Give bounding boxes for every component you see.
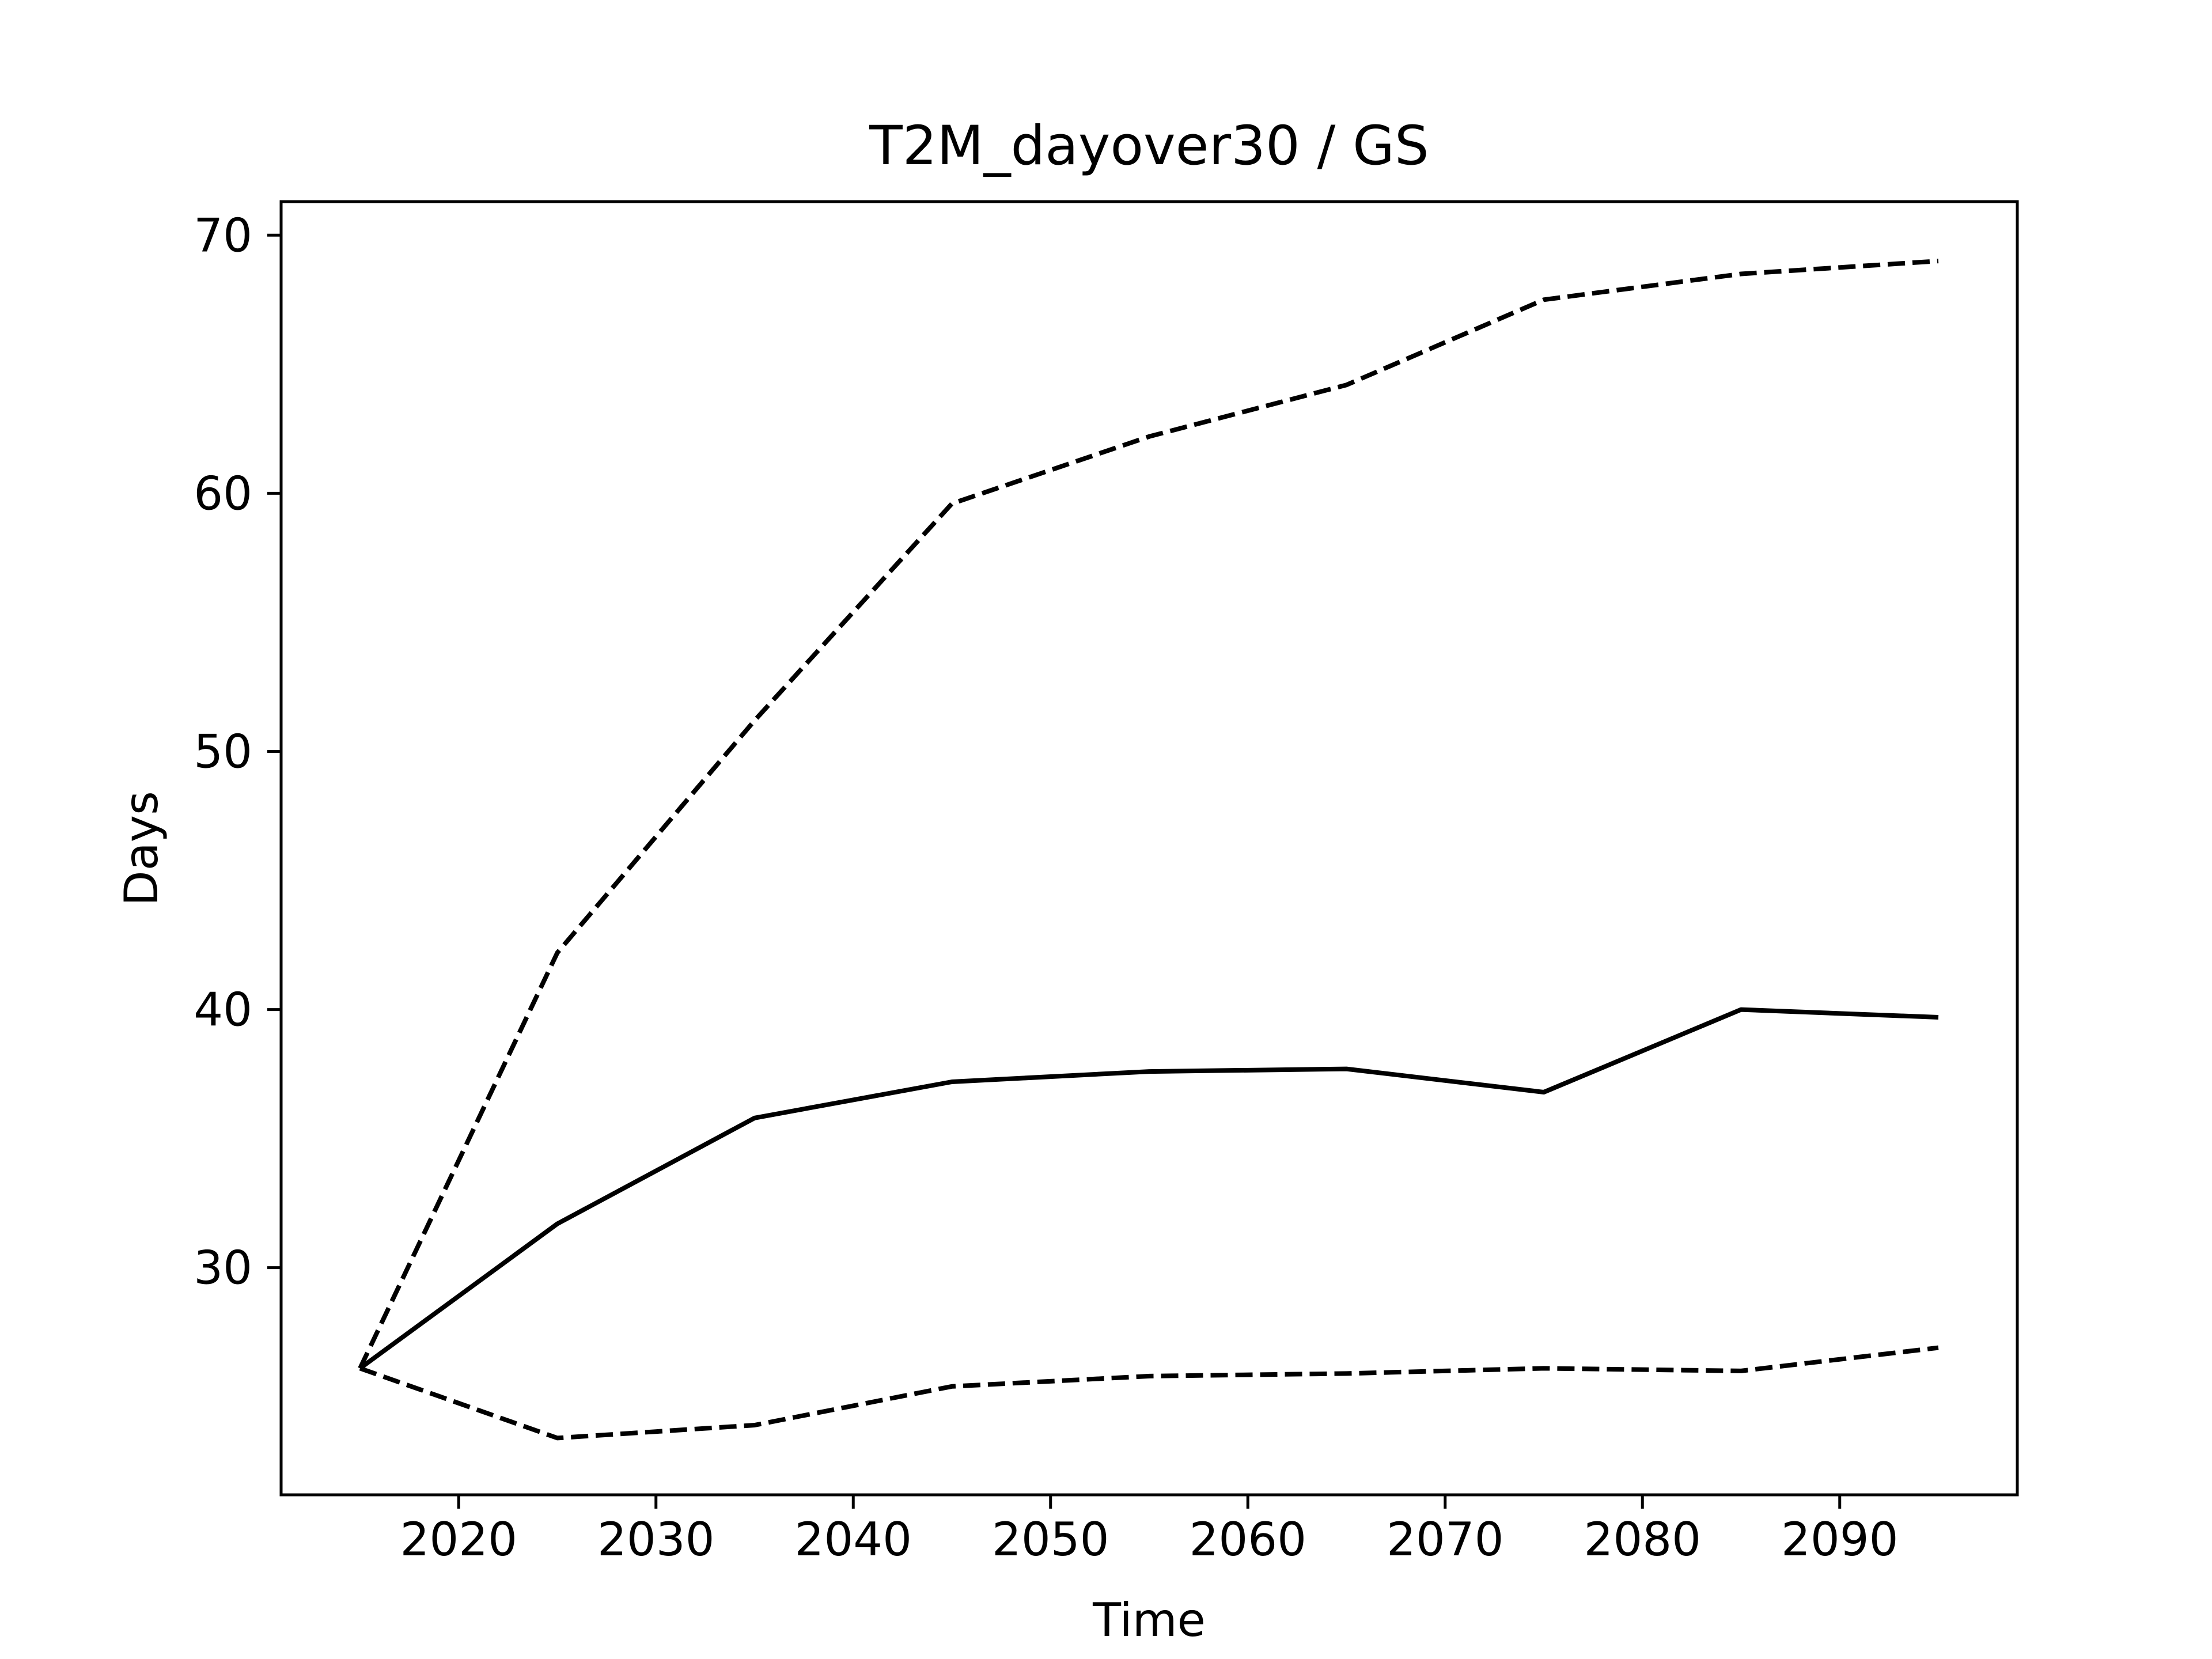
x-tick-label: 2050 <box>992 1513 1109 1566</box>
ticks-layer: 2020 2030 2040 2050 2060 2070 2080 2090 30 40 50 60… <box>194 209 1898 1566</box>
y-tick-label: 50 <box>194 725 252 778</box>
y-tick-label: 60 <box>194 467 252 520</box>
plot-frame <box>279 200 2019 1497</box>
x-tick-label: 2080 <box>1584 1513 1701 1566</box>
x-tick-label: 2090 <box>1781 1513 1899 1566</box>
y-axis-label: Days <box>115 791 168 906</box>
x-tick-label: 2020 <box>400 1513 517 1566</box>
x-tick-label: 2040 <box>794 1513 912 1566</box>
x-tick-label: 2060 <box>1189 1513 1306 1566</box>
chart-title: T2M_dayover30 / GS <box>869 115 1429 177</box>
series-line-1 <box>358 1007 1939 1370</box>
series-line-3 <box>359 1345 1939 1441</box>
x-tick-label: 2070 <box>1387 1513 1504 1566</box>
series-line-2 <box>358 259 1939 1370</box>
x-tick-label: 2030 <box>597 1513 715 1566</box>
y-tick-label: 30 <box>194 1241 252 1295</box>
y-tick-label: 40 <box>194 983 252 1037</box>
y-tick-label: 70 <box>194 209 252 262</box>
series-layer <box>358 259 1939 1441</box>
x-axis-label: Time <box>1092 1593 1206 1647</box>
